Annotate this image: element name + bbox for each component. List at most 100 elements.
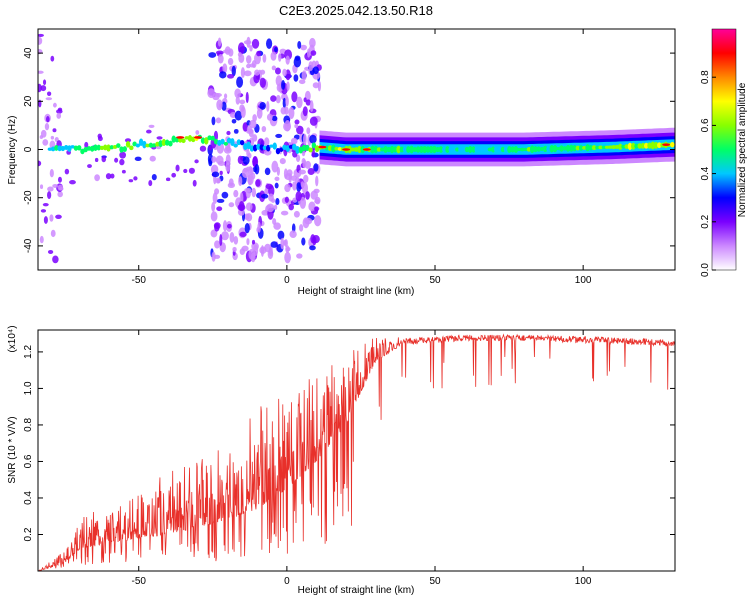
ridge-cell	[468, 146, 473, 153]
ridge-cell	[516, 147, 522, 152]
ridge-cell	[288, 144, 294, 149]
low-level-blob	[124, 138, 132, 143]
scatter-blob	[274, 176, 280, 182]
ridge-cell	[637, 143, 642, 149]
ridge-cell	[428, 145, 434, 154]
colorbar-gradient	[711, 28, 737, 271]
spectrogram-panel: -50 0 50 100 -40 -20 0 20 40 Height of straight…	[7, 28, 676, 297]
ridge-cell	[497, 146, 502, 153]
scatter-blob	[237, 42, 245, 55]
ridge-cell	[233, 143, 238, 148]
ridge-cell	[562, 146, 567, 151]
scatter-blob	[232, 246, 237, 252]
scatter-blob	[245, 91, 249, 104]
scatter-blob	[281, 80, 286, 90]
ridge-cell	[402, 147, 408, 152]
scatter-blob	[305, 191, 310, 200]
low-level-blob	[149, 155, 156, 162]
ridge-cell	[301, 144, 307, 152]
low-level-blob	[188, 167, 195, 174]
scatter-blob	[236, 76, 244, 88]
scatter-blob	[219, 71, 227, 79]
ridge-cell	[168, 140, 173, 147]
scatter-blob	[251, 38, 260, 49]
ridge-cell	[601, 145, 607, 150]
ridge-cell	[536, 146, 541, 152]
x-tick-label: -50	[132, 576, 147, 587]
scatter-blob	[264, 243, 272, 253]
scatter-blob	[222, 63, 228, 74]
edge-noise-blob	[38, 160, 42, 167]
spectrogram-x-ticks: -50 0 50 100	[132, 29, 592, 286]
scatter-blob	[291, 91, 298, 103]
scatter-blob	[296, 253, 303, 259]
y-tick-label: 1.0	[23, 381, 34, 395]
ridge-cell	[256, 143, 261, 150]
scatter-blob	[208, 145, 213, 151]
ridge-cell	[148, 142, 154, 148]
y-tick-label: 0.8	[23, 418, 34, 432]
scatter-blob	[255, 179, 261, 187]
ridge-cell	[406, 146, 411, 153]
colorbar-tick-label: 0.6	[700, 118, 711, 132]
scatter-blob	[239, 192, 244, 204]
ridge-cell	[435, 146, 440, 153]
ridge-cell	[507, 146, 512, 153]
ridge-cell	[103, 144, 108, 151]
ridge-cell	[559, 145, 564, 152]
ridge-cell	[207, 135, 212, 141]
ridge-cell	[116, 143, 121, 148]
low-level-blob	[128, 179, 134, 183]
scatter-blob	[211, 171, 220, 178]
y-tick-label: 1.2	[23, 345, 34, 359]
snr-y-axis-label: SNR (10 * V/V)	[7, 416, 18, 483]
scatter-blob	[242, 122, 249, 132]
ridge-cell	[272, 142, 277, 150]
scatter-blob	[285, 96, 289, 107]
scatter-blob	[284, 251, 291, 264]
ridge-cell	[327, 145, 333, 152]
ridge-cell	[543, 145, 548, 153]
ridge-cell	[373, 145, 378, 154]
scatter-blob	[231, 118, 237, 124]
scatter-blob	[304, 160, 312, 169]
ridge-cell	[383, 145, 388, 154]
ridge-cell	[57, 145, 62, 152]
ridge-cell	[415, 146, 421, 153]
ridge-cell	[220, 138, 225, 145]
scatter-blob	[314, 199, 320, 204]
ridge-cell	[578, 145, 584, 151]
ridge-cell	[458, 145, 463, 154]
low-level-blob	[105, 173, 112, 180]
scatter-blob	[270, 241, 278, 248]
scatter-blob	[248, 129, 254, 138]
scatter-blob	[253, 73, 260, 84]
ridge-cell	[96, 144, 101, 151]
edge-noise-blob	[56, 109, 63, 114]
low-level-blob	[119, 151, 127, 159]
edge-noise-blob	[42, 79, 47, 86]
scatter-blob	[273, 204, 278, 210]
scatter-blob	[216, 198, 225, 203]
ridge-cell	[653, 141, 659, 149]
scatter-blob	[243, 40, 252, 45]
edge-noise-blob	[38, 70, 44, 74]
edge-noise-blob	[49, 214, 54, 222]
ridge-cell	[99, 145, 105, 151]
ridge-cell	[490, 146, 496, 153]
scatter-blob	[214, 223, 220, 232]
scatter-blob	[231, 65, 236, 77]
ridge-cell	[305, 144, 310, 152]
ridge-cell	[386, 146, 391, 153]
ridge-cell	[125, 140, 131, 148]
scatter-blob	[270, 51, 277, 61]
ridge-cell	[396, 145, 401, 154]
scatter-blob	[297, 41, 302, 49]
ridge-cell	[145, 143, 150, 148]
edge-noise-blob	[44, 123, 50, 131]
scatter-blob	[310, 190, 318, 200]
ridge-cell	[471, 146, 476, 153]
scatter-blob	[275, 197, 280, 205]
scatter-blob	[312, 82, 320, 89]
y-tick-label: -20	[23, 190, 34, 205]
